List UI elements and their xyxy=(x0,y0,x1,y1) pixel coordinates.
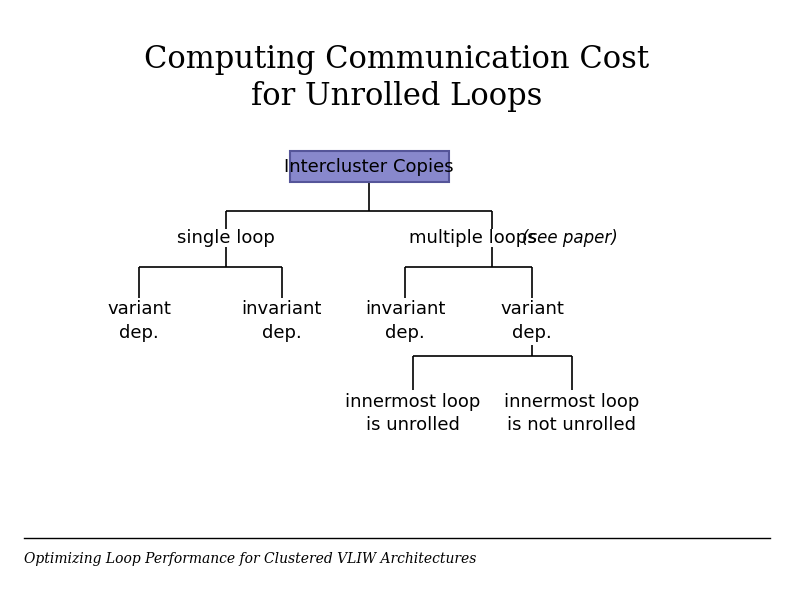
Text: innermost loop
is unrolled: innermost loop is unrolled xyxy=(345,393,480,434)
Text: single loop: single loop xyxy=(177,229,276,247)
Text: invariant
dep.: invariant dep. xyxy=(241,300,322,342)
Text: for Unrolled Loops: for Unrolled Loops xyxy=(252,81,542,112)
Text: invariant
dep.: invariant dep. xyxy=(364,300,445,342)
FancyBboxPatch shape xyxy=(290,151,449,182)
Text: Optimizing Loop Performance for Clustered VLIW Architectures: Optimizing Loop Performance for Clustere… xyxy=(24,552,476,566)
Text: innermost loop
is not unrolled: innermost loop is not unrolled xyxy=(504,393,639,434)
Text: Intercluster Copies: Intercluster Copies xyxy=(284,158,454,176)
Text: variant
dep.: variant dep. xyxy=(500,300,564,342)
Text: Computing Communication Cost: Computing Communication Cost xyxy=(145,44,649,75)
Text: multiple loops: multiple loops xyxy=(409,229,536,247)
Text: (see paper): (see paper) xyxy=(522,229,618,247)
Text: variant
dep.: variant dep. xyxy=(107,300,171,342)
